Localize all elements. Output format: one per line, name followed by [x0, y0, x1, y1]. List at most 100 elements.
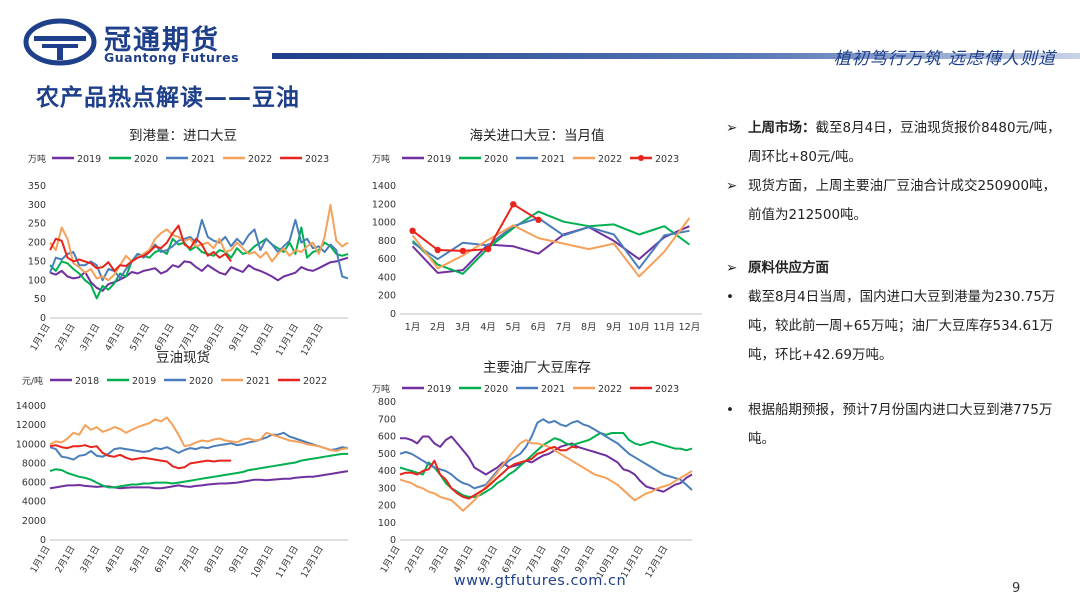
chart-crusher-soybean-inventory: 主要油厂大豆库存 万吨 2019 2020 2021 2022 2023 0 100 200 30… — [362, 356, 712, 580]
y-tick-label: 200 — [378, 291, 396, 302]
x-tick-label: 2月1日 — [403, 544, 427, 575]
x-tick-label: 2月1日 — [53, 544, 77, 575]
chart-title: 豆油现货 — [156, 350, 210, 366]
y-tick-label: 8000 — [22, 458, 46, 469]
y-tick-label: 400 — [378, 466, 396, 477]
y-tick-label: 600 — [378, 254, 396, 265]
series-line-2022 — [411, 217, 691, 278]
y-tick-label: 12000 — [16, 420, 46, 431]
x-tick-label: 5月 — [505, 322, 521, 333]
y-tick-label: 800 — [378, 397, 396, 408]
unit-label: 万吨 — [372, 153, 390, 165]
y-tick-label: 1400 — [372, 181, 396, 192]
chart-customs-soybean-imports: 海关进口大豆：当月值 万吨 2019 2020 2021 2022 2023 0 200 400… — [362, 124, 712, 346]
y-tick-label: 4000 — [22, 497, 46, 508]
series-line-2023 — [399, 445, 578, 500]
y-tick-label: 0 — [40, 313, 46, 324]
legend-label: 2021 — [541, 384, 565, 395]
y-tick-label: 800 — [378, 236, 396, 247]
arrow-bullet-icon: ➢ — [726, 260, 738, 276]
x-tick-label: 4月1日 — [103, 544, 127, 575]
legend-label: 2019 — [427, 154, 451, 165]
chart-soybean-arrivals: 到港量：进口大豆 万吨 2019 2020 2021 2022 2023 0 50 100 150… — [8, 124, 358, 358]
y-tick-label: 100 — [28, 275, 46, 286]
legend-label: 2022 — [248, 154, 272, 165]
series-line-2021 — [399, 418, 693, 491]
bullet-label: 原料供应方面 — [748, 260, 829, 276]
y-tick-label: 600 — [378, 432, 396, 443]
bullet-text: 截至8月4日当周，国内进口大豆到港量为230.75万吨，较此前一周+65万吨；油… — [748, 289, 1056, 363]
chart-title: 海关进口大豆：当月值 — [469, 128, 605, 144]
series-line-2022 — [399, 439, 693, 512]
legend-label: 2023 — [655, 154, 679, 165]
data-point — [484, 245, 492, 253]
dot-bullet-icon: • — [726, 289, 734, 305]
x-tick-label: 6月1日 — [153, 544, 177, 575]
arrow-bullet-icon: ➢ — [726, 120, 738, 136]
data-point — [535, 216, 542, 224]
y-tick-label: 0 — [40, 535, 46, 546]
legend-label: 2023 — [655, 384, 679, 395]
unit-label: 万吨 — [372, 383, 390, 395]
series-line-2019 — [49, 452, 348, 489]
data-point — [434, 246, 441, 254]
series-line-2022 — [49, 444, 232, 470]
x-tick-label: 7月1日 — [177, 544, 201, 575]
brand-name-en: Guantong Futures — [104, 50, 240, 65]
legend-label: 2020 — [189, 376, 213, 387]
series-line-2022 — [49, 203, 349, 282]
y-tick-label: 1000 — [372, 218, 396, 229]
y-tick-label: 300 — [378, 483, 396, 494]
x-tick-label: 3月 — [455, 322, 471, 333]
legend-label: 2020 — [134, 154, 158, 165]
y-tick-label: 6000 — [22, 478, 46, 489]
bullet-market: ➢ 上周市场：截至8月4日，豆油现货报价8480元/吨，周环比+80元/吨。 — [724, 114, 1064, 172]
bullet-text: 现货方面，上周主要油厂豆油合计成交250900吨，前值为212500吨。 — [748, 178, 1057, 223]
x-tick-label: 10月 — [628, 322, 650, 333]
x-tick-label: 8月1日 — [202, 544, 226, 575]
x-tick-label: 9月 — [606, 322, 622, 333]
x-tick-label: 6月1日 — [500, 544, 524, 575]
series-line-2021 — [49, 416, 349, 452]
y-tick-label: 350 — [28, 181, 46, 192]
chart-soybean-oil-spot: 豆油现货 元/吨 2018 2019 2020 2021 2022 0 2000 4000 600… — [8, 346, 358, 580]
legend-label: 2021 — [541, 154, 565, 165]
page-title: 农产品热点解读——豆油 — [36, 85, 300, 111]
y-tick-label: 300 — [28, 200, 46, 211]
legend-label: 2020 — [484, 384, 508, 395]
x-tick-label: 1月1日 — [28, 544, 52, 575]
bullet-shipping-forecast: • 根据船期预报，预计7月份国内进口大豆到港775万吨。 — [724, 396, 1064, 454]
x-tick-label: 5月1日 — [128, 544, 152, 575]
legend-marker — [638, 155, 644, 161]
data-point — [510, 201, 517, 208]
chart-svg: 万吨 2019 2020 2021 2022 2023 0 200 400 600 800 1000 1… — [372, 153, 702, 333]
header-divider — [272, 53, 1080, 59]
dot-bullet-icon: • — [726, 402, 734, 418]
y-tick-label: 14000 — [16, 401, 46, 412]
x-tick-label: 2月 — [430, 322, 446, 333]
bullet-label: 上周市场： — [748, 120, 816, 136]
x-tick-label: 6月 — [531, 322, 547, 333]
y-tick-label: 0 — [390, 309, 396, 320]
legend-label: 2021 — [246, 376, 270, 387]
legend-label: 2021 — [191, 154, 215, 165]
bullet-text: 根据船期预报，预计7月份国内进口大豆到港775万吨。 — [748, 402, 1053, 447]
x-tick-label: 12月 — [679, 322, 701, 333]
series-line-2019 — [400, 435, 693, 493]
unit-label: 万吨 — [28, 153, 46, 165]
y-tick-label: 50 — [34, 294, 46, 305]
footer-website-link[interactable]: www.gtfutures.com.cn — [453, 573, 627, 589]
data-point — [459, 247, 467, 255]
legend-label: 2023 — [305, 154, 329, 165]
x-tick-label: 9月1日 — [573, 544, 597, 575]
y-tick-label: 100 — [378, 518, 396, 529]
legend-label: 2018 — [75, 376, 99, 387]
series-line-2020 — [49, 431, 349, 461]
guantong-logo-icon — [23, 18, 97, 66]
bullet-spot: ➢ 现货方面，上周主要油厂豆油合计成交250900吨，前值为212500吨。 — [724, 172, 1064, 230]
series-line-2023 — [49, 224, 232, 272]
series-line-2023 — [411, 203, 539, 252]
y-tick-label: 200 — [28, 238, 46, 249]
series-line-2019 — [49, 256, 349, 292]
x-tick-label: 1月 — [405, 322, 421, 333]
